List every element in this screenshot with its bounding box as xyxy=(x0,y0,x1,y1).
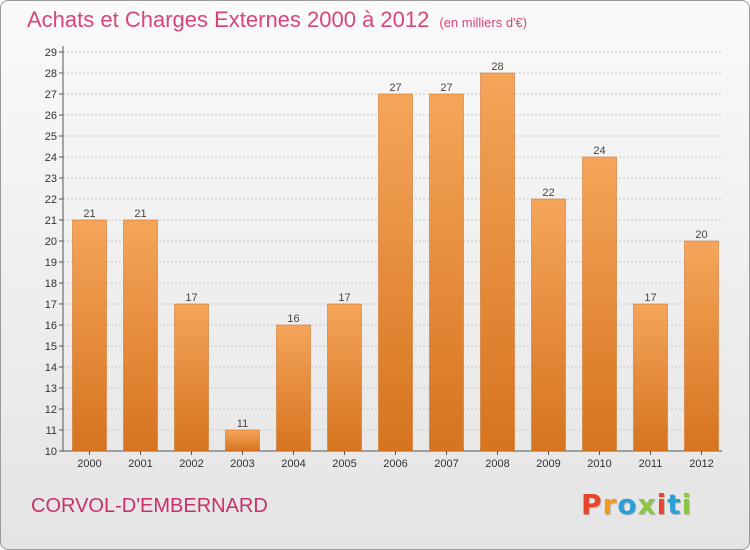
data-label: 17 xyxy=(185,292,197,304)
x-tick-label: 2000 xyxy=(77,458,101,470)
y-tick-label: 12 xyxy=(45,404,57,416)
y-tick-label: 23 xyxy=(45,173,57,185)
x-tick-label: 2012 xyxy=(689,458,713,470)
data-label: 11 xyxy=(237,418,248,430)
y-tick-label: 26 xyxy=(45,110,57,122)
data-label: 21 xyxy=(83,208,95,220)
bar xyxy=(429,93,464,452)
x-tick-label: 2005 xyxy=(332,458,356,470)
x-tick-label: 2007 xyxy=(434,458,458,470)
logo-letter: r xyxy=(602,488,618,521)
bars xyxy=(72,72,719,452)
x-tick-label: 2004 xyxy=(281,458,305,470)
y-tick-label: 10 xyxy=(45,446,57,458)
data-label: 17 xyxy=(644,292,656,304)
y-tick-label: 28 xyxy=(45,68,57,80)
chart-subtitle: (en milliers d'€) xyxy=(439,15,528,30)
y-tick-label: 14 xyxy=(45,362,57,374)
bar xyxy=(72,219,107,452)
y-tick-label: 20 xyxy=(45,236,57,248)
bar xyxy=(174,303,209,452)
data-label: 28 xyxy=(491,61,503,73)
data-label: 22 xyxy=(542,187,554,199)
y-tick-label: 19 xyxy=(45,257,57,269)
logo-letter: o xyxy=(617,488,638,521)
bar xyxy=(327,303,362,452)
y-tick-label: 22 xyxy=(45,194,57,206)
data-label: 27 xyxy=(389,82,401,94)
x-tick-label: 2011 xyxy=(639,458,663,470)
labels: 10 11 12 13 14 15 16 17 18 19 20 21 22 23 24 25 26 27 28 29… xyxy=(45,47,714,470)
y-tick-label: 24 xyxy=(45,152,57,164)
bar xyxy=(582,156,617,452)
bar xyxy=(378,93,413,452)
y-tick-label: 17 xyxy=(45,299,57,311)
logo-letter: i xyxy=(656,488,668,521)
y-tick-label: 16 xyxy=(45,320,57,332)
commune-name: CORVOL-D'EMBERNARD xyxy=(31,495,268,517)
y-tick-label: 18 xyxy=(45,278,57,290)
bar xyxy=(633,303,668,452)
data-label: 17 xyxy=(338,292,350,304)
y-tick-label: 13 xyxy=(45,383,57,395)
logo-letter: i xyxy=(681,488,693,521)
chart-title: Achats et Charges Externes 2000 à 2012 (e… xyxy=(27,7,527,33)
data-label: 20 xyxy=(695,229,707,241)
y-tick-label: 25 xyxy=(45,131,57,143)
bar-chart: 10 11 12 13 14 15 16 17 18 19 20 21 22 23 24 25 26 27 28 29… xyxy=(45,46,722,470)
data-label: 24 xyxy=(593,145,605,157)
x-tick-label: 2001 xyxy=(128,458,152,470)
x-tick-label: 2003 xyxy=(230,458,254,470)
x-tick-label: 2010 xyxy=(587,458,611,470)
x-tick-label: 2009 xyxy=(536,458,560,470)
x-tick-label: 2008 xyxy=(485,458,509,470)
bar xyxy=(276,324,311,452)
x-tick-label: 2002 xyxy=(179,458,203,470)
logo-letter: t xyxy=(667,488,682,521)
data-label: 16 xyxy=(287,313,299,325)
y-tick-label: 21 xyxy=(45,215,57,227)
bar xyxy=(480,72,515,452)
bar xyxy=(123,219,158,452)
proxiti-logo[interactable]: Proxiti xyxy=(581,488,692,521)
x-tick-label: 2006 xyxy=(383,458,407,470)
bar xyxy=(684,240,719,452)
data-label: 27 xyxy=(440,82,452,94)
title-text: Achats et Charges Externes 2000 à 2012 xyxy=(27,7,430,32)
y-tick-label: 29 xyxy=(45,47,57,59)
y-tick-label: 27 xyxy=(45,89,57,101)
logo-letter: x xyxy=(637,488,657,521)
y-tick-label: 15 xyxy=(45,341,57,353)
y-tick-label: 11 xyxy=(46,425,57,437)
data-label: 21 xyxy=(134,208,146,220)
bar xyxy=(531,198,566,452)
logo-letter: P xyxy=(581,488,603,521)
bar xyxy=(225,429,260,452)
